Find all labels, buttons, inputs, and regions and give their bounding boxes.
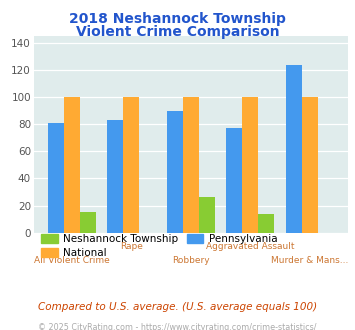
- Text: Murder & Mans...: Murder & Mans...: [271, 256, 348, 265]
- Bar: [301, 97, 318, 233]
- Text: All Violent Crime: All Violent Crime: [34, 256, 110, 265]
- Text: Aggravated Assault: Aggravated Assault: [206, 243, 294, 251]
- Bar: [183, 97, 199, 233]
- Bar: [124, 97, 140, 233]
- Text: Rape: Rape: [120, 243, 143, 251]
- Bar: [80, 212, 96, 233]
- Bar: [226, 128, 242, 233]
- Bar: [167, 111, 183, 233]
- Bar: [285, 65, 301, 233]
- Bar: [107, 120, 124, 233]
- Text: Robbery: Robbery: [172, 256, 209, 265]
- Bar: [258, 214, 274, 233]
- Legend: Neshannock Township, National, Pennsylvania: Neshannock Township, National, Pennsylva…: [37, 230, 281, 262]
- Bar: [64, 97, 80, 233]
- Bar: [242, 97, 258, 233]
- Text: 2018 Neshannock Township: 2018 Neshannock Township: [69, 12, 286, 25]
- Text: Violent Crime Comparison: Violent Crime Comparison: [76, 25, 279, 39]
- Text: Compared to U.S. average. (U.S. average equals 100): Compared to U.S. average. (U.S. average …: [38, 302, 317, 312]
- Bar: [199, 197, 215, 233]
- Text: © 2025 CityRating.com - https://www.cityrating.com/crime-statistics/: © 2025 CityRating.com - https://www.city…: [38, 323, 317, 330]
- Bar: [48, 123, 64, 233]
